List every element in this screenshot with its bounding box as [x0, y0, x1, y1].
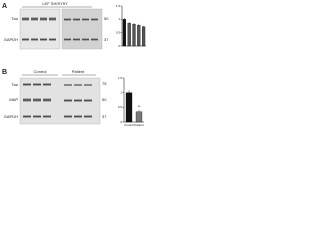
blot: [19, 8, 61, 50]
bar: [122, 19, 126, 47]
group-label: Patient: [72, 69, 85, 74]
y-tick-label: 0: [120, 120, 122, 124]
figure: A LEF SH/SY5Y Tau GAPDH 50 37 B Control …: [2, 1, 146, 127]
bar: [132, 23, 136, 47]
panel-label: B: [2, 69, 7, 76]
blot: [61, 8, 103, 50]
size-marker: 50: [104, 16, 109, 21]
y-tick-label: 1: [120, 90, 122, 94]
blot-header: LEF SH/SY5Y: [42, 1, 68, 6]
size-marker: 50: [102, 97, 107, 102]
y-tick-label: 0: [118, 44, 120, 48]
size-marker: 37: [102, 114, 107, 119]
x-tick-label: Control: [124, 123, 134, 127]
bar: [135, 111, 143, 123]
blot-label: MAP: [9, 97, 18, 102]
y-tick-label: 1.5: [116, 4, 121, 8]
bar: [142, 26, 146, 47]
x-tick-label: Patient: [134, 123, 144, 127]
panel-label: A: [2, 3, 7, 10]
y-tick-label: 1.5: [118, 76, 123, 80]
y-tick-label: 1: [118, 17, 120, 21]
blot-label: GAPDH: [4, 37, 18, 42]
blot-label: Tau: [12, 16, 18, 21]
size-marker: 37: [104, 37, 109, 42]
bar: [127, 23, 131, 47]
y-tick-label: 0.5: [116, 30, 121, 34]
bar: [125, 92, 133, 123]
size-marker: 75: [102, 81, 107, 86]
blot-label: GAPDH: [4, 114, 18, 119]
y-tick-label: 0.5: [118, 105, 123, 109]
annotation: **: [137, 104, 141, 109]
group-label: Control: [34, 69, 47, 74]
blot-label: Tau: [12, 82, 18, 87]
bar: [137, 25, 141, 47]
